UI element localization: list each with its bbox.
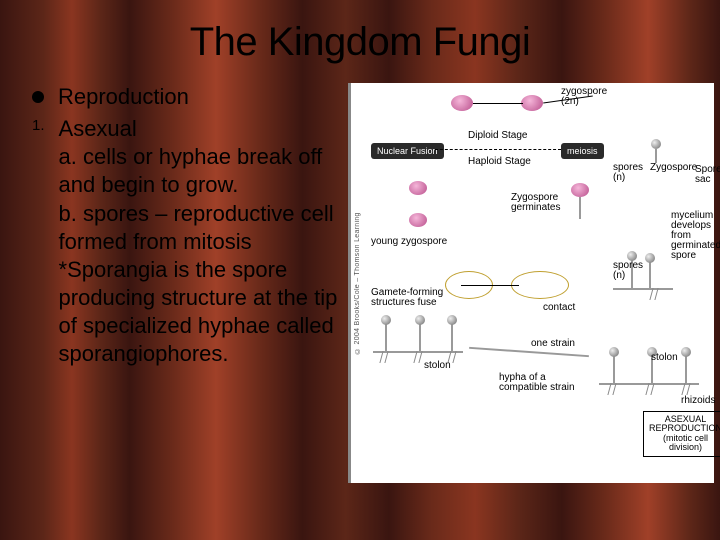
- asex-sub: (mitotic cell division): [649, 434, 720, 453]
- zygospore-icon: [451, 95, 473, 111]
- zygospore-icon: [571, 183, 589, 197]
- stage-divider: [435, 149, 561, 150]
- pill-meiosis: meiosis: [561, 143, 604, 159]
- sporangium-icon: [645, 253, 655, 263]
- slide-title: The Kingdom Fungi: [0, 0, 720, 83]
- diagram-label: contact: [543, 303, 575, 313]
- line-b: b. spores – reproductive cell formed fro…: [59, 200, 340, 256]
- diagram-label: young zygospore: [371, 237, 447, 247]
- asex-title: ASEXUAL REPRODUCTION: [649, 415, 720, 434]
- oval-contact: [511, 271, 569, 299]
- diagram-label: one strain: [531, 339, 575, 349]
- diagram-label: Gamete-forming structures fuse: [371, 288, 443, 308]
- diagram-label: mycelium develops from germinated spore: [671, 211, 720, 261]
- stalk-icon: [419, 323, 421, 351]
- diagram-label: zygospore (2n): [561, 87, 607, 107]
- zygospore-icon: [409, 213, 427, 227]
- diagram-label: Haploid Stage: [468, 157, 531, 167]
- sporangium-icon: [381, 315, 391, 325]
- connector-line: [473, 103, 523, 104]
- diagram-label: spores (n): [613, 163, 643, 183]
- stalk-icon: [613, 355, 615, 383]
- diagram-label: Zygospore germinates: [511, 193, 560, 213]
- spore-sac-icon: [651, 139, 661, 149]
- bullet-reproduction: Reproduction: [58, 83, 340, 111]
- list-heading: Asexual: [59, 115, 340, 143]
- stalk-icon: [649, 261, 651, 289]
- stolon-line: [613, 288, 673, 290]
- sporangium-icon: [681, 347, 691, 357]
- lifecycle-diagram: © 2004 Brooks/Cole – Thomson Learning Nu…: [348, 83, 714, 483]
- bullet-label: Reproduction: [58, 83, 189, 111]
- list-body: Asexual a. cells or hyphae break off and…: [59, 115, 340, 368]
- stalk-icon: [451, 323, 453, 351]
- diagram-label: Zygospore: [650, 163, 697, 173]
- numbered-item: 1. Asexual a. cells or hyphae break off …: [58, 115, 340, 368]
- content-row: Reproduction 1. Asexual a. cells or hyph…: [0, 83, 720, 483]
- text-column: Reproduction 1. Asexual a. cells or hyph…: [58, 83, 340, 483]
- pill-nuclear-fusion: Nuclear Fusion: [371, 143, 444, 159]
- diagram-label: hypha of a compatible strain: [499, 373, 575, 393]
- asexual-box: ASEXUAL REPRODUCTION (mitotic cell divis…: [643, 411, 720, 457]
- line-a: a. cells or hyphae break off and begin t…: [59, 143, 340, 199]
- sporangium-icon: [609, 347, 619, 357]
- sporangium-icon: [447, 315, 457, 325]
- stalk-icon: [685, 355, 687, 383]
- diagram-label: rhizoids: [681, 396, 715, 406]
- zygospore-icon: [409, 181, 427, 195]
- bullet-icon: [32, 91, 44, 103]
- diagram-label: Diploid Stage: [468, 131, 527, 141]
- connector-line: [461, 285, 519, 286]
- diagram-label: spores (n): [613, 261, 643, 281]
- sporangium-icon: [415, 315, 425, 325]
- stalk-icon: [655, 149, 657, 163]
- diagram-label: stolon: [651, 353, 678, 363]
- stalk-icon: [579, 197, 581, 219]
- diagram-label: Spore sac: [695, 165, 720, 185]
- stalk-icon: [385, 323, 387, 351]
- copyright-label: © 2004 Brooks/Cole – Thomson Learning: [354, 83, 366, 483]
- number-marker: 1.: [32, 117, 45, 134]
- diagram-label: stolon: [424, 361, 451, 371]
- line-c: *Sporangia is the spore producing struct…: [59, 256, 340, 369]
- zygospore-icon: [521, 95, 543, 111]
